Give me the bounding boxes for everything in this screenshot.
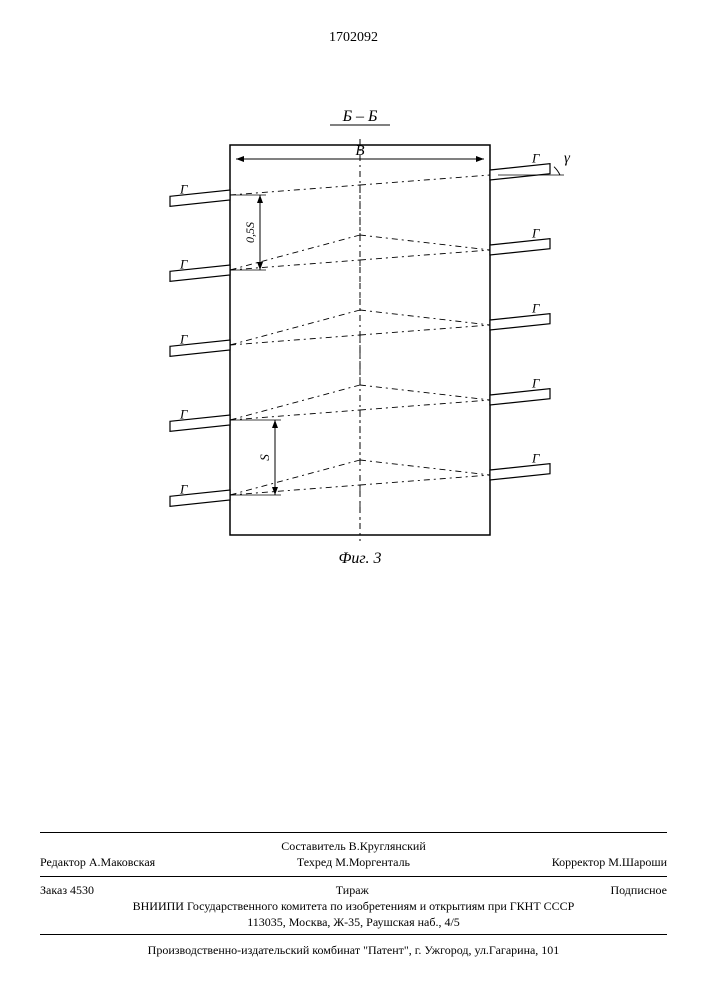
- figure-svg: Б – БBГГГГГГГГГГγ0,5SSФиг. 3: [0, 0, 707, 600]
- figure-3: Б – БBГГГГГГГГГГγ0,5SSФиг. 3: [0, 0, 707, 605]
- order: Заказ 4530: [40, 882, 94, 898]
- compiler: Составитель В.Круглянский: [40, 838, 667, 854]
- colophon: Составитель В.Круглянский Редактор А.Мак…: [40, 838, 667, 870]
- svg-text:Г: Г: [179, 181, 188, 196]
- svg-text:Фиг. 3: Фиг. 3: [339, 550, 382, 567]
- colophon-3: Производственно-издательский комбинат "П…: [40, 942, 667, 958]
- podpisnoe: Подписное: [610, 882, 667, 898]
- svg-text:Г: Г: [531, 226, 540, 241]
- svg-text:Г: Г: [179, 256, 188, 271]
- svg-text:Г: Г: [531, 151, 540, 166]
- svg-text:Г: Г: [179, 406, 188, 421]
- colophon-2: Заказ 4530 Тираж Подписное ВНИИПИ Госуда…: [40, 882, 667, 931]
- rule: [40, 876, 667, 877]
- svg-text:Г: Г: [179, 331, 188, 346]
- svg-text:0,5S: 0,5S: [243, 222, 257, 243]
- printer: Производственно-издательский комбинат "П…: [40, 942, 667, 958]
- rule: [40, 832, 667, 833]
- page: 1702092 Б – БBГГГГГГГГГГγ0,5SSФиг. 3 Сос…: [0, 0, 707, 1000]
- editor: Редактор А.Маковская: [40, 854, 155, 870]
- svg-text:Г: Г: [531, 301, 540, 316]
- svg-text:Г: Г: [531, 451, 540, 466]
- svg-text:Г: Г: [531, 376, 540, 391]
- rule: [40, 934, 667, 935]
- tirazh: Тираж: [336, 882, 369, 898]
- corrector: Корректор М.Шароши: [552, 854, 667, 870]
- svg-text:S: S: [257, 454, 272, 461]
- vniipi-line1: ВНИИПИ Государственного комитета по изоб…: [40, 898, 667, 914]
- svg-text:Б – Б: Б – Б: [342, 108, 378, 125]
- svg-text:Г: Г: [179, 481, 188, 496]
- vniipi-line2: 113035, Москва, Ж-35, Раушская наб., 4/5: [40, 914, 667, 930]
- techred: Техред М.Моргенталь: [297, 854, 410, 870]
- svg-text:γ: γ: [564, 151, 571, 167]
